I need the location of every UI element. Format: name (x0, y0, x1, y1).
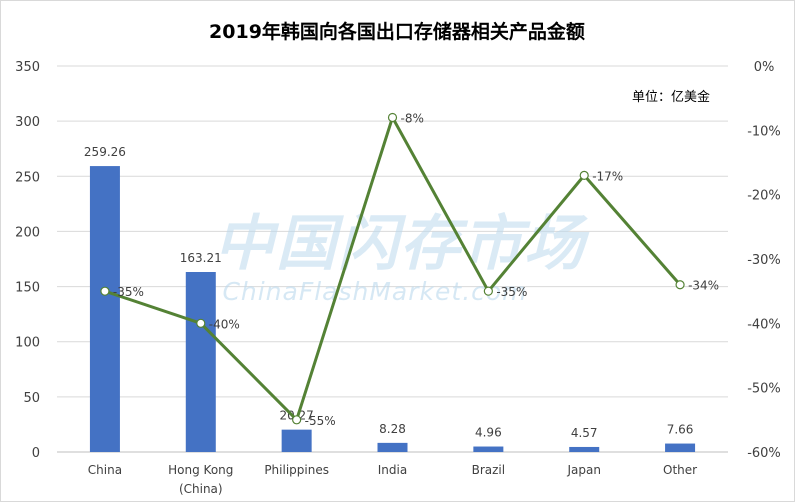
bar-value-label: 4.57 (571, 426, 598, 440)
left-tick-label: 200 (15, 225, 40, 240)
left-tick-label: 0 (32, 446, 40, 461)
right-tick-label: -60% (747, 446, 781, 461)
bar (665, 443, 696, 452)
left-tick-label: 100 (15, 336, 40, 351)
bar (281, 429, 312, 452)
line-point (579, 170, 589, 180)
right-axis: -60% -50% -40% -30% -20% -10% 0% (747, 60, 781, 461)
bar-value-label: 259.26 (84, 145, 126, 159)
bar (473, 446, 504, 452)
category-label: Japan (566, 463, 600, 477)
category-label: Philippines (264, 463, 329, 477)
left-tick-label: 50 (23, 391, 40, 406)
bar-value-label: 7.66 (667, 423, 694, 437)
left-tick-label: 350 (15, 60, 40, 75)
line-value-label: -34% (688, 279, 719, 293)
category-label: Brazil (472, 463, 506, 477)
bar (89, 166, 120, 453)
bar-value-label: 8.28 (379, 422, 406, 436)
line-point (196, 318, 206, 328)
category-label: China (88, 463, 122, 477)
line-point (292, 415, 302, 425)
chart-title: 2019年韩国向各国出口存储器相关产品金额 (209, 20, 585, 43)
watermark: 中国闪存市场 ChinaFlashMarket.com (214, 209, 590, 306)
left-tick-label: 250 (15, 170, 40, 185)
right-tick-label: -30% (747, 253, 781, 268)
right-tick-label: -40% (747, 317, 781, 332)
category-label: Other (663, 463, 697, 477)
line-point (483, 286, 493, 296)
line-value-label: -35% (113, 285, 144, 299)
line-series: -35% -40% -55% -8% -35% -17% -34% (100, 111, 719, 428)
bar (377, 442, 408, 452)
line-value-label: -55% (305, 414, 336, 428)
line-value-label: -40% (209, 317, 240, 331)
category-label: (China) (179, 482, 223, 496)
right-tick-label: 0% (754, 60, 775, 75)
right-tick-label: -20% (747, 189, 781, 204)
line-value-label: -35% (496, 285, 527, 299)
left-tick-label: 150 (15, 281, 40, 296)
bar (569, 446, 600, 452)
line-point (387, 112, 398, 123)
watermark-cn: 中国闪存市场 (214, 209, 590, 279)
left-tick-label: 300 (15, 115, 40, 130)
left-axis: 0 50 100 150 200 250 300 350 (15, 60, 40, 461)
bar (185, 272, 216, 452)
line-value-label: -8% (401, 111, 424, 125)
category-label: Hong Kong (168, 463, 233, 477)
line-point (100, 286, 110, 296)
right-tick-label: -50% (747, 382, 781, 397)
category-label: India (378, 463, 407, 477)
line-value-label: -17% (592, 169, 623, 183)
bar-value-label: 4.96 (475, 426, 502, 440)
watermark-en: ChinaFlashMarket.com (222, 277, 527, 306)
category-axis: China Hong Kong (China) Philippines India Bra… (88, 463, 697, 496)
line-point (675, 280, 685, 290)
bar-value-label: 163.21 (180, 251, 222, 265)
unit-note: 单位：亿美金 (632, 89, 710, 105)
right-tick-label: -10% (747, 124, 781, 139)
